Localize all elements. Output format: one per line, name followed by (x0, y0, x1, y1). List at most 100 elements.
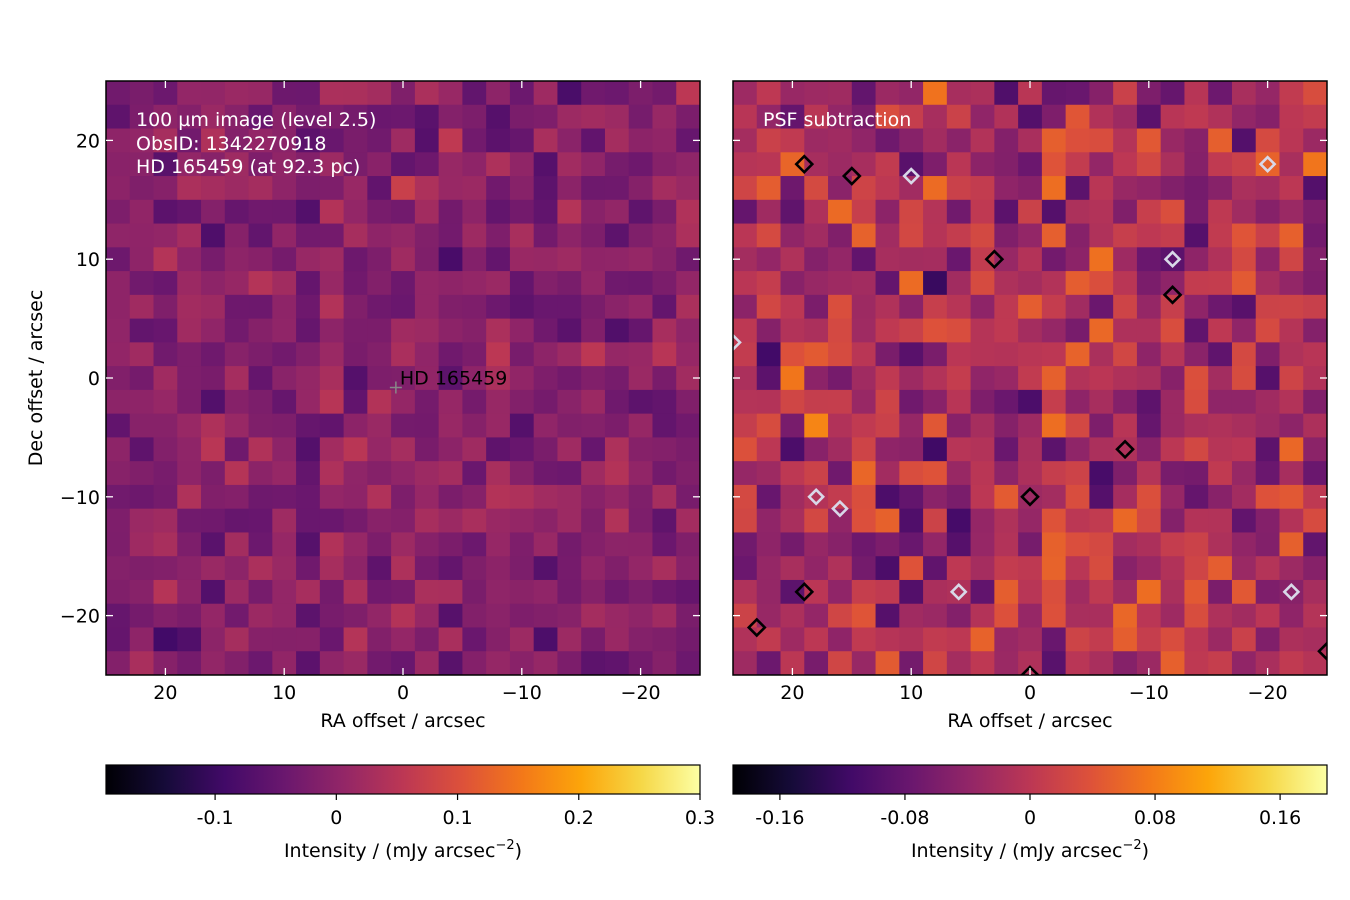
heatmap-cell (486, 413, 511, 438)
heatmap-cell (604, 437, 630, 462)
right-colorbar: -0.16 -0.08 0 0.08 0.16 Intensity / (mJy arc… (732, 764, 1328, 862)
x-tick-label: −10 (502, 682, 542, 704)
heatmap-cell (438, 556, 463, 581)
heatmap-cell (343, 437, 368, 462)
heatmap-cell (899, 223, 924, 248)
colorbar-tick-label: 0.08 (1134, 807, 1176, 829)
heatmap-cell (224, 603, 250, 629)
heatmap-cell (177, 223, 202, 248)
heatmap-cell (581, 603, 606, 629)
x-tick-label: 20 (153, 682, 177, 704)
heatmap-cell (628, 579, 654, 605)
heatmap-cell (899, 389, 924, 415)
heatmap-cell (438, 651, 463, 675)
heatmap-cell (533, 152, 559, 177)
heatmap-cell (129, 294, 155, 320)
heatmap-cell (1041, 532, 1067, 557)
heatmap-cell (533, 318, 559, 343)
heatmap-cell (414, 199, 440, 225)
heatmap-cell (486, 247, 511, 272)
heatmap-cell (1208, 532, 1233, 557)
heatmap-cell (153, 247, 178, 272)
heatmap-cell (1184, 318, 1209, 343)
heatmap-cell (628, 104, 654, 130)
heatmap-cell (1279, 247, 1304, 272)
heatmap-cell (533, 413, 559, 438)
heatmap-cell (604, 508, 630, 534)
heatmap-cell (1279, 413, 1304, 438)
heatmap-cell (1184, 294, 1209, 320)
heatmap-cell (177, 437, 202, 462)
heatmap-cell (1136, 176, 1162, 201)
heatmap-cell (994, 532, 1019, 557)
heatmap-cell (733, 176, 758, 201)
heatmap-cell (462, 484, 487, 510)
heatmap-cell (1303, 651, 1327, 675)
heatmap-cell (628, 484, 654, 510)
heatmap-cell (899, 532, 924, 557)
right-annotation: PSF subtraction (763, 109, 911, 131)
heatmap-cell (248, 342, 273, 367)
heatmap-cell (828, 413, 853, 438)
heatmap-cell (1136, 627, 1162, 652)
heatmap-cell (557, 271, 582, 296)
heatmap-cell (486, 318, 511, 343)
heatmap-cell (343, 342, 368, 367)
heatmap-cell (319, 508, 345, 534)
heatmap-cell (557, 579, 582, 605)
heatmap-cell (1231, 508, 1257, 534)
heatmap-cell (780, 128, 805, 153)
heatmap-cell (652, 366, 677, 391)
heatmap-cell (1279, 532, 1304, 557)
heatmap-cell (533, 461, 559, 486)
heatmap-cell (509, 461, 535, 486)
heatmap-cell (923, 223, 948, 248)
heatmap-cell (899, 461, 924, 486)
colorbar-tick-label: -0.16 (755, 807, 804, 829)
heatmap-cell (1255, 128, 1281, 153)
heatmap-cell (1089, 152, 1114, 177)
heatmap-cell (391, 651, 416, 675)
heatmap-cell (733, 532, 758, 557)
heatmap-cell (828, 461, 853, 486)
heatmap-cell (391, 318, 416, 343)
heatmap-cell (756, 437, 782, 462)
heatmap-cell (804, 176, 829, 201)
heatmap-cell (899, 318, 924, 343)
heatmap-cell (201, 176, 226, 201)
heatmap-cell (1303, 437, 1327, 462)
heatmap-cell (946, 271, 972, 296)
heatmap-cell (1160, 366, 1186, 391)
heatmap-cell (652, 199, 677, 225)
heatmap-cell (1041, 651, 1067, 675)
x-tick-label: 0 (1024, 682, 1036, 704)
heatmap-cell (828, 318, 853, 343)
heatmap-cell (201, 603, 226, 629)
heatmap-cell (899, 247, 924, 272)
heatmap-cell (319, 104, 345, 130)
heatmap-cell (224, 532, 250, 557)
heatmap-cell (970, 342, 995, 367)
heatmap-cell (367, 627, 392, 652)
heatmap-cell (828, 247, 853, 272)
heatmap-cell (946, 627, 972, 652)
heatmap-cell (272, 508, 297, 534)
heatmap-cell (1231, 81, 1257, 106)
heatmap-cell (628, 413, 654, 438)
heatmap-cell (343, 128, 368, 153)
heatmap-cell (129, 651, 155, 675)
heatmap-cell (756, 104, 782, 130)
heatmap-cell (486, 627, 511, 652)
heatmap-cell (946, 508, 972, 534)
heatmap-cell (828, 294, 853, 320)
heatmap-cell (414, 104, 440, 130)
heatmap-cell (1303, 556, 1327, 581)
heatmap-cell (1279, 271, 1304, 296)
heatmap-cell (652, 627, 677, 652)
right-contours (733, 154, 1327, 675)
heatmap-cell (628, 128, 654, 153)
heatmap-cell (106, 318, 131, 343)
heatmap-cell (1089, 247, 1114, 272)
heatmap-cell (1041, 461, 1067, 486)
heatmap-cell (296, 484, 321, 510)
